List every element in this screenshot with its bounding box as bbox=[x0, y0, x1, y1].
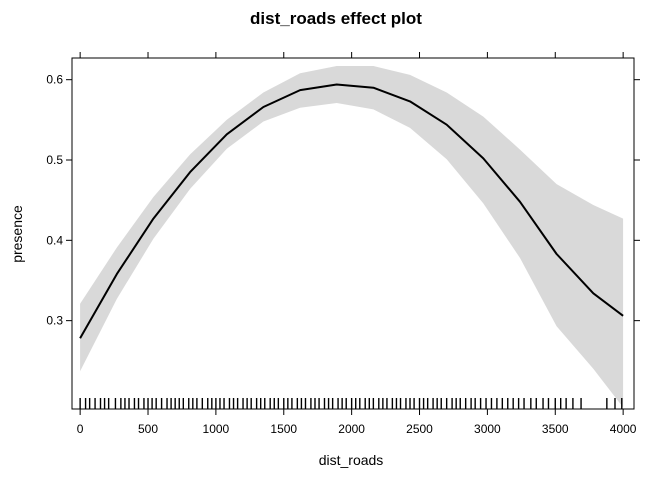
y-tick-label: 0.3 bbox=[46, 314, 63, 328]
x-tick-label: 500 bbox=[138, 422, 158, 436]
effect-line-layer bbox=[79, 83, 624, 339]
x-tick-label: 1500 bbox=[270, 422, 297, 436]
confidence-band-layer bbox=[80, 66, 624, 408]
chart-title: dist_roads effect plot bbox=[250, 9, 422, 28]
x-tick-label: 0 bbox=[77, 422, 84, 436]
x-tick-label: 4000 bbox=[610, 422, 637, 436]
y-axis-title: presence bbox=[9, 205, 25, 263]
x-tick-label: 3000 bbox=[474, 422, 501, 436]
x-tick-label: 3500 bbox=[542, 422, 569, 436]
y-tick-label: 0.4 bbox=[46, 233, 63, 247]
rug-layer bbox=[79, 398, 623, 409]
y-axis: 0.3 0.4 0.5 0.6 bbox=[46, 73, 640, 328]
x-tick-label: 2000 bbox=[338, 422, 365, 436]
y-tick-label: 0.6 bbox=[46, 73, 63, 87]
y-tick-label: 0.5 bbox=[46, 153, 63, 167]
effect-line bbox=[79, 83, 624, 339]
plot-frame bbox=[71, 57, 635, 410]
x-tick-label: 2500 bbox=[406, 422, 433, 436]
confidence-band bbox=[80, 66, 624, 408]
x-axis: 0 500 1000 1500 2000 2500 3000 3500 4000 bbox=[77, 52, 637, 436]
x-axis-title: dist_roads bbox=[319, 452, 384, 468]
x-tick-label: 1000 bbox=[203, 422, 230, 436]
